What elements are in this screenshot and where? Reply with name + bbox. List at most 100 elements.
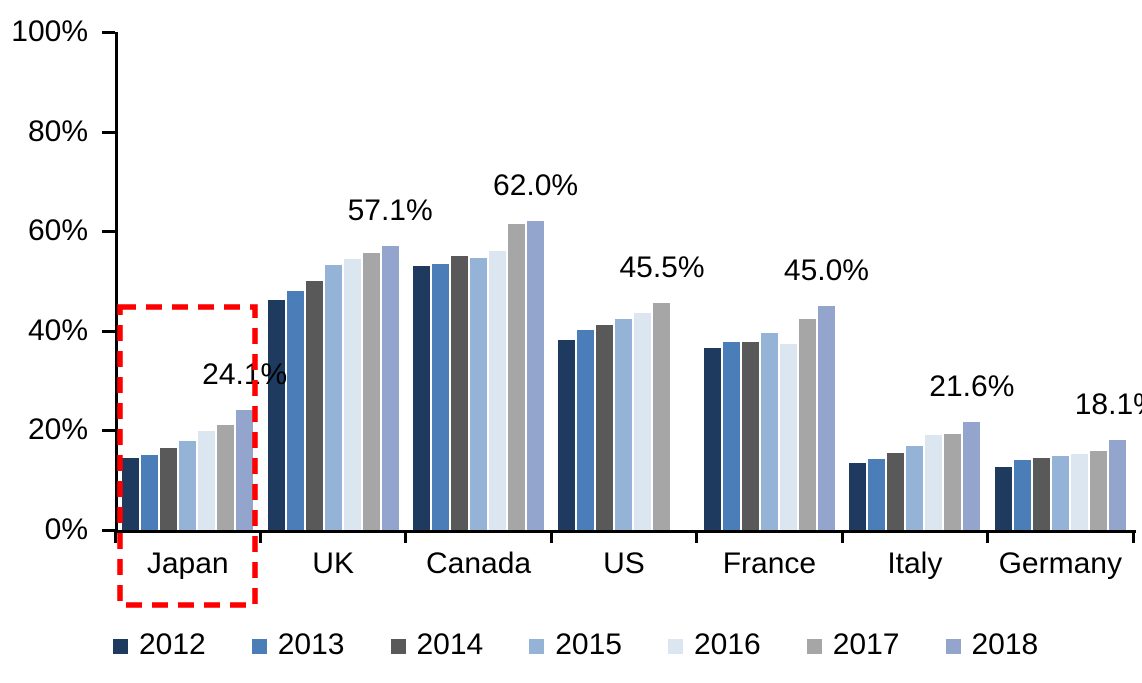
bar-2013-italy [868, 459, 886, 530]
data-label-japan: 24.1% [202, 357, 288, 391]
x-tick-mark [404, 530, 408, 543]
bar-group-germany [988, 32, 1133, 530]
bar-2018-canada [527, 221, 545, 530]
x-tick-mark [549, 530, 553, 543]
bar-2012-us [558, 339, 576, 530]
y-tick-label-60-: 60% [27, 214, 88, 248]
data-label-uk: 57.1% [347, 193, 433, 227]
bar-2015-japan [179, 441, 197, 530]
legend-swatch-2017 [806, 639, 822, 654]
legend-swatch-2013 [251, 639, 267, 654]
legend-swatch-2014 [390, 639, 406, 654]
bar-2016-italy [925, 435, 943, 530]
legend-item-2018: 2018 [945, 628, 1039, 661]
bar-2018-japan [236, 409, 254, 530]
legend-item-2017: 2017 [806, 628, 900, 661]
bar-2017-canada [508, 223, 526, 530]
bar-2018-germany [1108, 439, 1126, 530]
y-tick-mark [102, 31, 115, 34]
x-tick-label-us: US [603, 547, 645, 580]
legend-label-2012: 2012 [139, 628, 206, 661]
bar-2014-uk [305, 281, 323, 530]
bar-2015-france [760, 333, 778, 530]
legend-item-2016: 2016 [668, 629, 761, 661]
bar-group-uk [260, 32, 405, 530]
bar-2012-france [703, 348, 721, 530]
legend-label-2015: 2015 [555, 628, 622, 661]
y-tick-mark [102, 329, 115, 333]
legend: 2012 2013 2014 2015 2016 2017 2018 [113, 629, 1038, 661]
bar-2015-germany [1051, 456, 1069, 530]
bar-group-japan [115, 32, 260, 530]
legend-item-2012: 2012 [113, 629, 206, 661]
bar-2013-japan [141, 455, 159, 530]
x-tick-label-france: France [722, 547, 817, 580]
bar-2016-uk [343, 258, 361, 530]
x-tick-mark [840, 530, 844, 543]
bar-2017-italy [944, 433, 962, 530]
x-tick-mark [258, 530, 262, 543]
legend-item-2015: 2015 [529, 629, 622, 661]
y-tick-mark [102, 130, 115, 134]
x-tick-label-canada: Canada [426, 547, 532, 580]
bar-2014-japan [160, 447, 178, 530]
legend-swatch-2018 [945, 639, 961, 654]
y-tick-label-40-: 40% [27, 313, 88, 347]
legend-swatch-2015 [529, 639, 545, 654]
bar-2017-japan [217, 425, 235, 530]
bar-2015-italy [906, 446, 924, 530]
data-label-canada: 62.0% [493, 169, 579, 203]
legend-label-2018: 2018 [971, 628, 1039, 661]
bar-2014-us [596, 324, 614, 530]
bar-2015-canada [470, 258, 488, 530]
bar-2016-japan [198, 431, 216, 530]
x-tick-mark [1131, 530, 1135, 543]
y-tick-label-80-: 80% [27, 114, 88, 148]
bar-2015-us [615, 319, 633, 530]
bar-2012-uk [267, 299, 285, 530]
y-tick-label-0-: 0% [44, 513, 88, 546]
x-tick-mark [113, 530, 117, 543]
legend-label-2014: 2014 [416, 628, 484, 661]
legend-swatch-2012 [113, 639, 128, 654]
bar-2015-uk [324, 265, 342, 530]
data-label-germany: 18.1% [1074, 387, 1142, 421]
legend-label-2016: 2016 [694, 628, 761, 661]
bar-2017-france [798, 318, 816, 530]
bar-2016-germany [1070, 454, 1088, 530]
legend-item-2014: 2014 [390, 628, 484, 661]
bar-2018-italy [963, 422, 981, 530]
plot-area [115, 32, 1136, 533]
bar-2013-germany [1013, 460, 1031, 530]
bar-group-canada [406, 32, 551, 530]
y-tick-mark [102, 529, 115, 532]
y-tick-label-20-: 20% [27, 413, 88, 447]
legend-label-2013: 2013 [277, 628, 345, 661]
x-tick-label-germany: Germany [998, 547, 1122, 580]
bar-2012-italy [849, 463, 867, 530]
bar-2013-france [722, 342, 740, 530]
bar-group-italy [842, 32, 987, 530]
bar-2013-canada [432, 264, 450, 530]
data-label-france: 45.0% [783, 253, 869, 287]
bar-2016-canada [489, 251, 507, 530]
y-tick-label-100-: 100% [11, 15, 88, 48]
x-tick-label-italy: Italy [887, 547, 943, 580]
legend-label-2017: 2017 [832, 628, 900, 661]
legend-item-2013: 2013 [251, 628, 345, 661]
bar-2014-france [741, 342, 759, 530]
bar-2016-france [779, 343, 797, 530]
data-label-italy: 21.6% [929, 370, 1015, 404]
japan-highlight-box [117, 304, 258, 608]
y-tick-mark [102, 230, 115, 234]
bar-group-us [551, 32, 696, 530]
bar-2018-france [817, 305, 835, 530]
x-tick-label-japan: Japan [146, 547, 229, 580]
y-tick-mark [102, 429, 115, 433]
bar-2014-canada [451, 256, 469, 530]
x-tick-mark [695, 530, 699, 543]
bar-2017-uk [362, 253, 380, 530]
bar-2017-us [653, 303, 671, 530]
x-tick-label-uk: UK [312, 547, 354, 580]
